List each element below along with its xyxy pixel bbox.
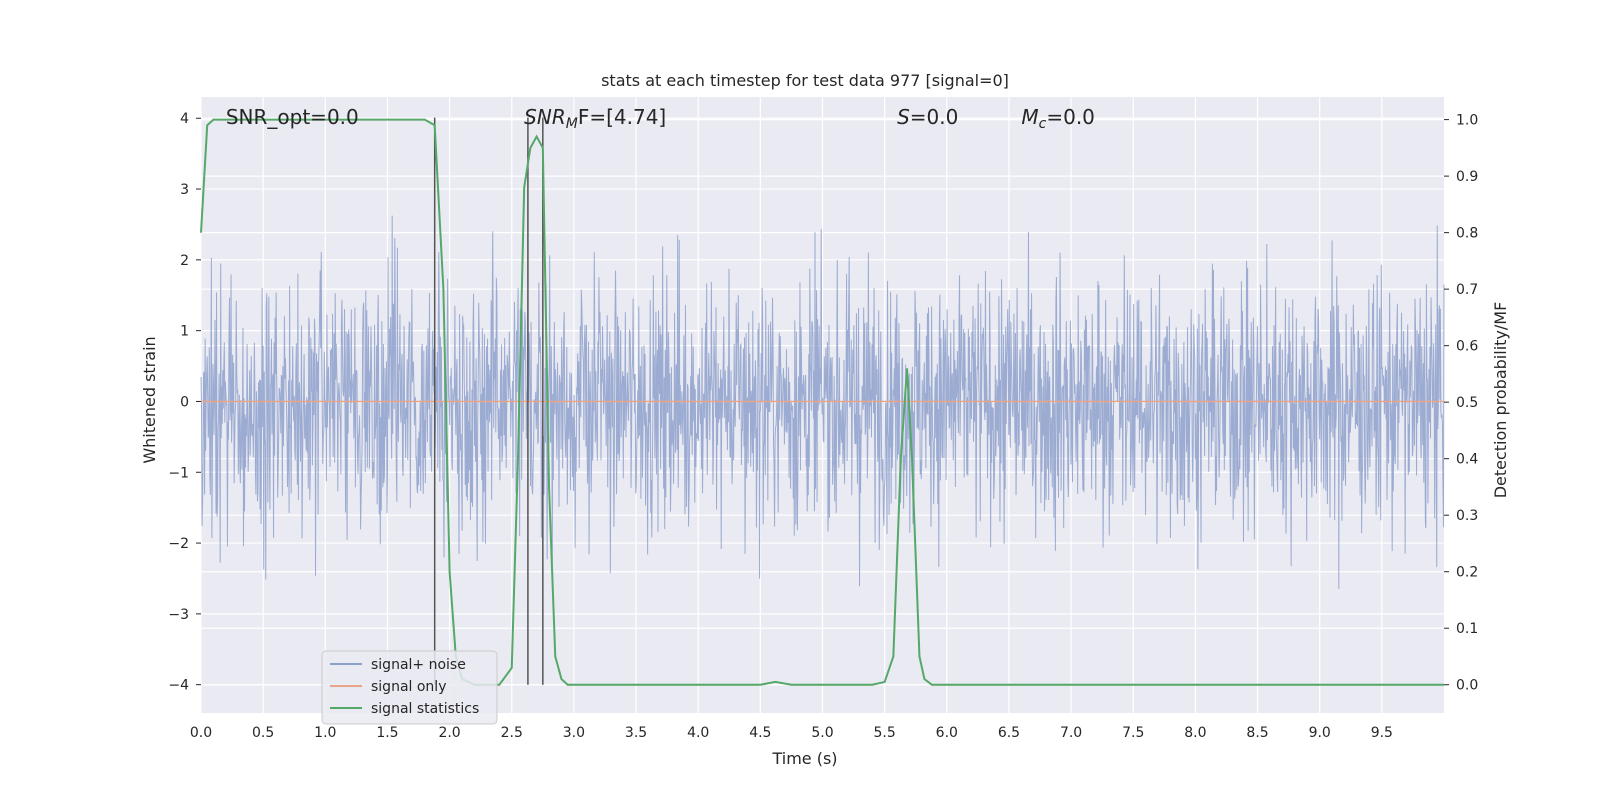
y-left-tick-label: 2: [180, 253, 189, 269]
y-left-tick-label: −4: [168, 678, 189, 694]
x-tick-label: 1.5: [376, 725, 398, 741]
legend-label-signal-only: signal only: [371, 679, 446, 695]
y-left-tick-label: 3: [180, 182, 189, 198]
series-signal-statistics: [200, 118, 1444, 686]
annotation-2: S=0.0: [897, 105, 958, 129]
y-right-tick-label: 0.1: [1456, 621, 1478, 637]
x-tick-label: 2.5: [501, 725, 523, 741]
x-tick-label: 3.0: [563, 725, 585, 741]
y-left-tick-label: −2: [168, 536, 189, 552]
y-right-tick-label: 1.0: [1456, 113, 1478, 129]
noise-line: [200, 215, 1445, 589]
x-axis-ticks: 0.0 0.5 1.0 1.5 2.0 2.5 3.0 3.5 4.0 4.5 5.0 5.5 6.0 6…: [190, 725, 1393, 741]
y-axis-right-label: Detection probability/MF: [1491, 302, 1510, 499]
x-tick-label: 8.5: [1246, 725, 1268, 741]
y-left-tick-label: −1: [168, 465, 189, 481]
x-tick-label: 7.5: [1122, 725, 1144, 741]
legend-label-signal-noise: signal+ noise: [371, 657, 466, 673]
x-tick-label: 0.0: [190, 725, 212, 741]
chart-title: stats at each timestep for test data 977…: [601, 71, 1009, 90]
vertical-markers: [433, 117, 544, 685]
x-tick-label: 0.5: [252, 725, 274, 741]
x-tick-label: 1.0: [314, 725, 336, 741]
x-tick-label: 9.5: [1371, 725, 1393, 741]
y-right-tick-label: 0.4: [1456, 452, 1478, 468]
y-right-tick-label: 0.8: [1456, 226, 1478, 242]
x-tick-label: 6.0: [936, 725, 958, 741]
x-tick-label: 4.0: [687, 725, 709, 741]
y-axis-left-label: Whitened strain: [140, 336, 159, 463]
y-axis-left-ticks: −4 −3 −2 −1 0 1 2 3 4: [168, 111, 201, 694]
legend-box: [321, 650, 498, 725]
y-right-tick-label: 0.3: [1456, 508, 1478, 524]
annotations: SNR_opt=0.0 SNRMF=[4.74] S=0.0 Mc=0.0: [226, 105, 1095, 132]
x-tick-label: 4.5: [749, 725, 771, 741]
annotation-0: SNR_opt=0.0: [226, 105, 359, 129]
y-left-tick-label: 0: [180, 394, 189, 410]
x-axis-label: Time (s): [771, 749, 837, 768]
signal-statistics-line: [200, 118, 1444, 686]
annotation-1: SNRMF=[4.74]: [524, 105, 666, 132]
y-right-tick-label: 0.7: [1456, 282, 1478, 298]
y-left-tick-label: 1: [180, 324, 189, 340]
x-tick-label: 7.0: [1060, 725, 1082, 741]
y-right-tick-label: 0.2: [1456, 565, 1478, 581]
legend: signal+ noise signal only signal statist…: [321, 650, 498, 725]
y-right-tick-label: 0.6: [1456, 339, 1478, 355]
x-tick-label: 8.0: [1184, 725, 1206, 741]
x-tick-label: 3.5: [625, 725, 647, 741]
legend-label-signal-statistics: signal statistics: [371, 701, 479, 717]
annotation-3: Mc=0.0: [1021, 105, 1095, 132]
y-right-tick-label: 0.5: [1456, 395, 1478, 411]
x-tick-label: 2.0: [438, 725, 460, 741]
x-tick-label: 9.0: [1309, 725, 1331, 741]
y-left-tick-label: −3: [168, 607, 189, 623]
y-left-tick-label: 4: [180, 111, 189, 127]
x-tick-label: 5.0: [811, 725, 833, 741]
x-tick-label: 6.5: [998, 725, 1020, 741]
x-tick-label: 5.5: [874, 725, 896, 741]
y-right-tick-label: 0.0: [1456, 678, 1478, 694]
y-axis-right-ticks: 0.0 0.1 0.2 0.3 0.4 0.5 0.6 0.7 0.8 0.9 1.0: [1444, 113, 1478, 694]
y-right-tick-label: 0.9: [1456, 169, 1478, 185]
series-signal-noise: [200, 215, 1445, 589]
